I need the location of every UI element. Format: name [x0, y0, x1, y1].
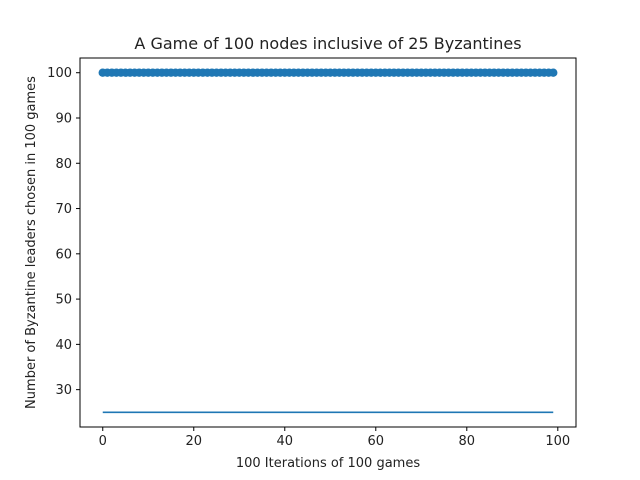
- plot-frame: [79, 57, 577, 428]
- x-axis-title: 100 Iterations of 100 games: [236, 456, 420, 471]
- x-tick-label: 60: [368, 434, 385, 449]
- chart-title: A Game of 100 nodes inclusive of 25 Byza…: [134, 34, 521, 53]
- y-tick-label: 40: [55, 338, 72, 353]
- y-tick-label: 60: [55, 247, 72, 262]
- scatter-point: [549, 68, 558, 77]
- x-tick-label: 40: [276, 434, 293, 449]
- x-tick-label: 20: [185, 434, 202, 449]
- y-tick-label: 70: [55, 202, 72, 217]
- y-tick-label: 80: [55, 157, 72, 172]
- plot-area: [98, 68, 558, 414]
- y-tick-label: 90: [55, 111, 72, 126]
- x-axis: 0 20 40 60 80 100: [99, 427, 570, 449]
- y-tick-label: 30: [55, 383, 72, 398]
- x-tick-label: 100: [545, 434, 570, 449]
- y-tick-label: 100: [47, 66, 72, 81]
- x-tick-label: 80: [459, 434, 476, 449]
- x-tick-label: 0: [99, 434, 107, 449]
- y-tick-label: 50: [55, 293, 72, 308]
- y-axis-title: Number of Byzantine leaders chosen in 10…: [24, 76, 39, 409]
- y-axis: 30 40 50 60 70 80 90 100: [47, 66, 80, 398]
